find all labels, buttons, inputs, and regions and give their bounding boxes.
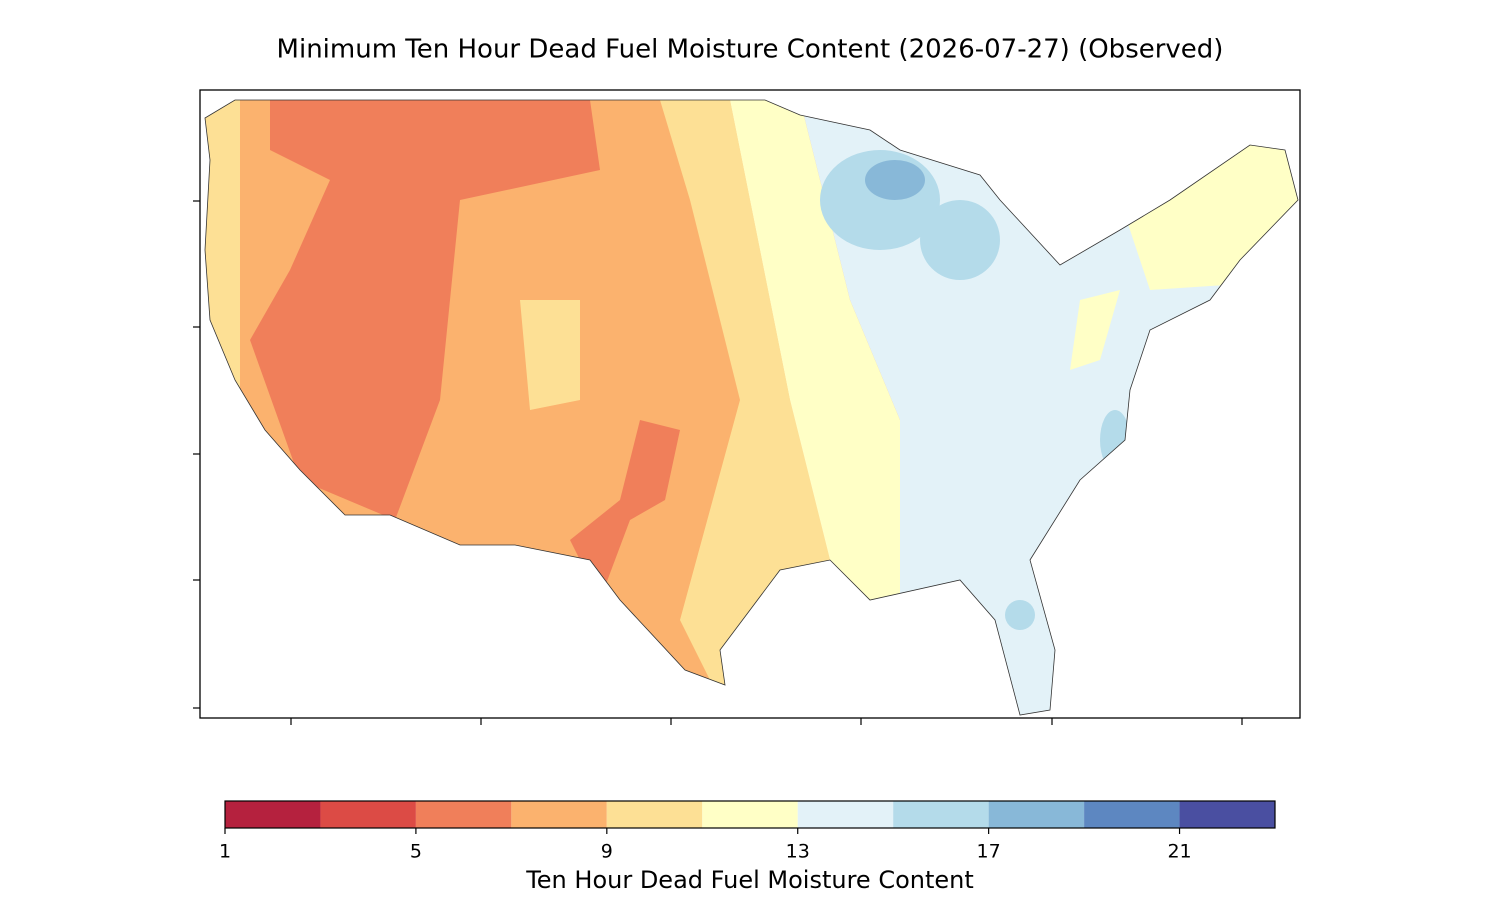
colorbar: 1 5 9 13 17 21 [219,800,1276,863]
map-frame [199,89,1301,719]
colorbar-tick-label: 1 [219,841,231,863]
colorbar-segment [415,801,512,828]
frame-ticks [193,200,1243,725]
colorbar-segment [988,801,1085,828]
colorbar-segment [225,801,321,828]
map-fill [205,100,1298,715]
colorbar-segment [893,801,989,828]
map-title: Minimum Ten Hour Dead Fuel Moisture Cont… [277,35,1224,65]
colorbar-tick-label: 9 [601,841,613,863]
colorbar-tick-label: 17 [977,841,1001,863]
colorbar-segment [511,801,607,828]
colorbar-segment [320,801,416,828]
colorbar-label: Ten Hour Dead Fuel Moisture Content [525,866,974,894]
us-outline [204,99,1299,716]
colorbar-frame [224,800,1276,829]
colorbar-segment [1084,801,1180,828]
colorbar-segment [702,801,798,828]
colorbar-segment [606,801,703,828]
colorbar-tick-label: 5 [410,841,422,863]
colorbar-segment [797,801,894,828]
colorbar-tick-label: 13 [786,841,810,863]
colorbar-tick-label: 21 [1167,841,1191,863]
colorbar-segment [1179,801,1275,828]
